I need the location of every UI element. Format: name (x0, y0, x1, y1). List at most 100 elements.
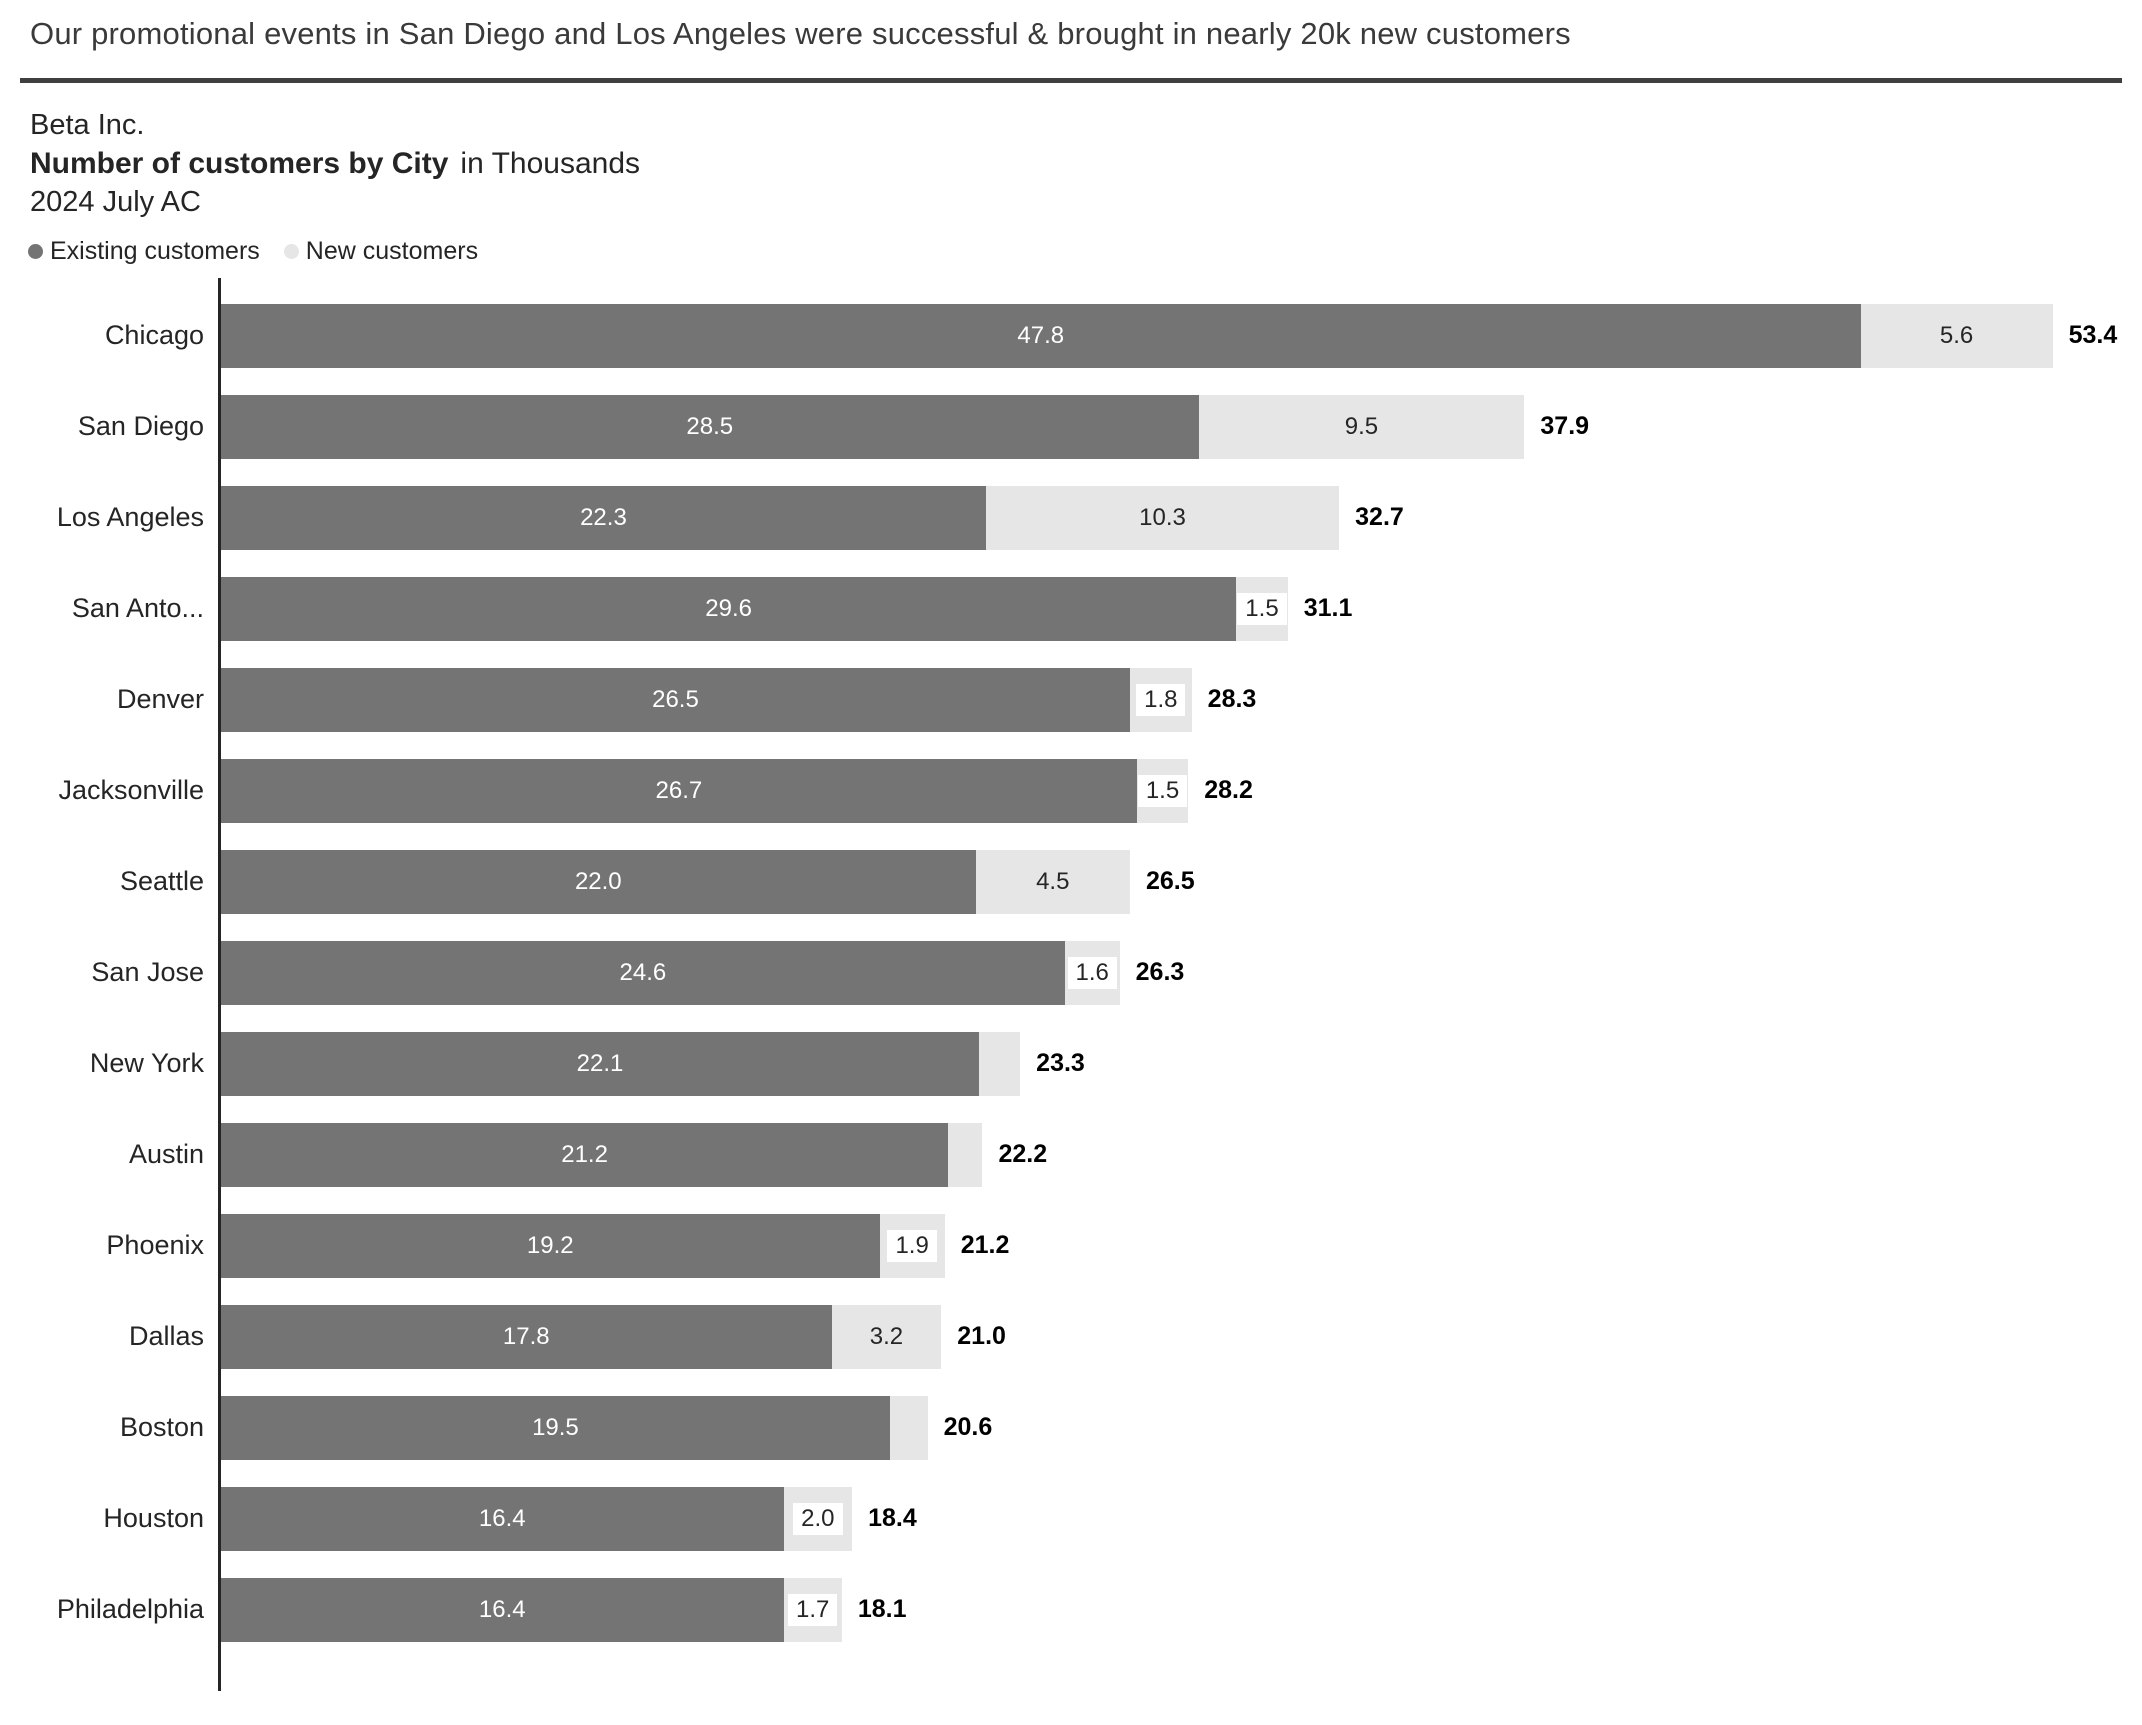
existing-segment: 19.5 (221, 1395, 890, 1460)
headline-text: Our promotional events in San Diego and … (30, 16, 1571, 51)
new-value-label: 3.2 (869, 1322, 904, 1350)
existing-value-label: 26.5 (652, 685, 699, 713)
stacked-bar: 26.7 1.5 28.2 (221, 758, 1253, 823)
new-value-label: 1.5 (1137, 774, 1188, 807)
stacked-bar: 22.3 10.3 32.7 (221, 485, 1404, 550)
existing-value-label: 29.6 (705, 594, 752, 622)
new-segment: 1.7 (783, 1577, 842, 1642)
new-value-label: 1.8 (1136, 683, 1186, 716)
existing-segment: 24.6 (221, 940, 1065, 1005)
y-axis-line (218, 278, 221, 1691)
total-value-label: 18.4 (868, 1504, 917, 1532)
new-value-label: 10.3 (1139, 503, 1186, 531)
total-value-label: 37.9 (1540, 412, 1590, 440)
category-label: New York (89, 1048, 204, 1078)
chart-title: Number of customers by City (30, 147, 449, 180)
existing-segment: 17.8 (221, 1304, 832, 1369)
category-label: Houston (103, 1503, 204, 1533)
stacked-bar: 22.1 23.3 (221, 1031, 1085, 1096)
stacked-bar: 29.6 1.5 31.1 (221, 576, 1353, 641)
existing-value-label: 16.4 (478, 1504, 526, 1532)
existing-value-label: 26.7 (655, 776, 703, 804)
category-label: San Diego (77, 411, 204, 441)
new-segment: 1.5 (1236, 576, 1288, 641)
new-value-label: 9.5 (1344, 412, 1379, 440)
legend-item-existing: Existing customers (28, 237, 260, 266)
existing-value-label: 17.8 (502, 1322, 550, 1350)
existing-segment: 16.4 (221, 1577, 784, 1642)
chart-row: San Diego 28.5 9.5 37.9 (0, 381, 2142, 472)
existing-value-label: 16.4 (478, 1595, 526, 1623)
existing-segment: 16.4 (221, 1486, 784, 1551)
chart-title-units: in Thousands (460, 147, 640, 180)
headline-divider (20, 78, 2122, 83)
new-segment: 5.6 (1860, 303, 2053, 368)
new-value-label: 1.9 (887, 1229, 937, 1262)
stacked-bar: 22.0 4.5 26.5 (221, 849, 1195, 914)
existing-segment: 21.2 (221, 1122, 949, 1187)
total-value-label: 31.1 (1303, 594, 1353, 622)
chart-row: Austin 21.2 22.2 (0, 1109, 2142, 1200)
chart-row: Phoenix 19.2 1.9 21.2 (0, 1200, 2142, 1291)
chart-row: Los Angeles 22.3 10.3 32.7 (0, 472, 2142, 563)
new-segment: 4.5 (975, 849, 1130, 914)
category-label: Denver (116, 684, 204, 714)
chart-row: Dallas 17.8 3.2 21.0 (0, 1291, 2142, 1382)
total-value-label: 26.3 (1135, 958, 1185, 986)
category-label: Philadelphia (56, 1594, 204, 1624)
new-segment: 1.9 (879, 1213, 945, 1278)
existing-value-label: 47.8 (1017, 321, 1065, 349)
existing-segment: 22.3 (221, 485, 986, 550)
bar-chart: Chicago 47.8 5.6 53.4 San Diego 28.5 9.5 37.9 Lo… (0, 278, 2142, 1691)
legend-dot-existing-icon (28, 244, 43, 259)
stacked-bar: 16.4 1.7 18.1 (221, 1577, 907, 1642)
chart-row: Philadelphia 16.4 1.7 18.1 (0, 1564, 2142, 1655)
total-value-label: 28.3 (1207, 685, 1257, 713)
legend-label-existing: Existing customers (50, 237, 260, 265)
total-value-label: 21.2 (960, 1231, 1010, 1259)
category-label: Los Angeles (56, 502, 204, 532)
stacked-bar: 19.2 1.9 21.2 (221, 1213, 1010, 1278)
existing-value-label: 21.2 (561, 1140, 608, 1168)
new-value-label: 1.7 (787, 1593, 838, 1626)
existing-segment: 26.5 (221, 667, 1130, 732)
new-segment: 1.6 (1064, 940, 1120, 1005)
category-label: San Anto... (71, 593, 204, 623)
existing-value-label: 19.2 (526, 1231, 574, 1259)
chart-row: Seattle 22.0 4.5 26.5 (0, 836, 2142, 927)
chart-row: Jacksonville 26.7 1.5 28.2 (0, 745, 2142, 836)
stacked-bar: 19.5 20.6 (221, 1395, 993, 1460)
existing-segment: 28.5 (221, 394, 1199, 459)
new-value-label: 1.5 (1237, 592, 1287, 625)
stacked-bar: 28.5 9.5 37.9 (221, 394, 1590, 459)
chart-row: Boston 19.5 20.6 (0, 1382, 2142, 1473)
total-value-label: 21.0 (957, 1322, 1006, 1350)
new-segment: 9.5 (1198, 394, 1525, 459)
chart-row: Chicago 47.8 5.6 53.4 (0, 290, 2142, 381)
new-segment: 1.8 (1129, 667, 1192, 732)
stacked-bar: 47.8 5.6 53.4 (221, 303, 2117, 368)
chart-row: San Anto... 29.6 1.5 31.1 (0, 563, 2142, 654)
new-value-label: 2.0 (793, 1502, 843, 1535)
new-segment (889, 1395, 928, 1460)
total-value-label: 20.6 (943, 1413, 993, 1441)
category-label: Seattle (119, 866, 204, 896)
existing-segment: 47.8 (221, 303, 1861, 368)
existing-value-label: 24.6 (619, 958, 667, 986)
stacked-bar: 26.5 1.8 28.3 (221, 667, 1257, 732)
chart-row: Denver 26.5 1.8 28.3 (0, 654, 2142, 745)
category-label: Jacksonville (58, 775, 204, 805)
total-value-label: 26.5 (1145, 867, 1195, 895)
chart-row: Houston 16.4 2.0 18.4 (0, 1473, 2142, 1564)
new-segment: 3.2 (831, 1304, 942, 1369)
chart-row: San Jose 24.6 1.6 26.3 (0, 927, 2142, 1018)
existing-value-label: 22.1 (576, 1049, 624, 1077)
total-value-label: 18.1 (857, 1595, 907, 1623)
existing-value-label: 22.0 (574, 867, 622, 895)
stacked-bar: 16.4 2.0 18.4 (221, 1486, 917, 1551)
new-value-label: 5.6 (1939, 321, 1974, 349)
category-label: Austin (128, 1139, 204, 1169)
new-segment: 1.5 (1136, 758, 1189, 823)
category-label: Boston (119, 1412, 204, 1442)
category-label: Dallas (128, 1321, 204, 1351)
